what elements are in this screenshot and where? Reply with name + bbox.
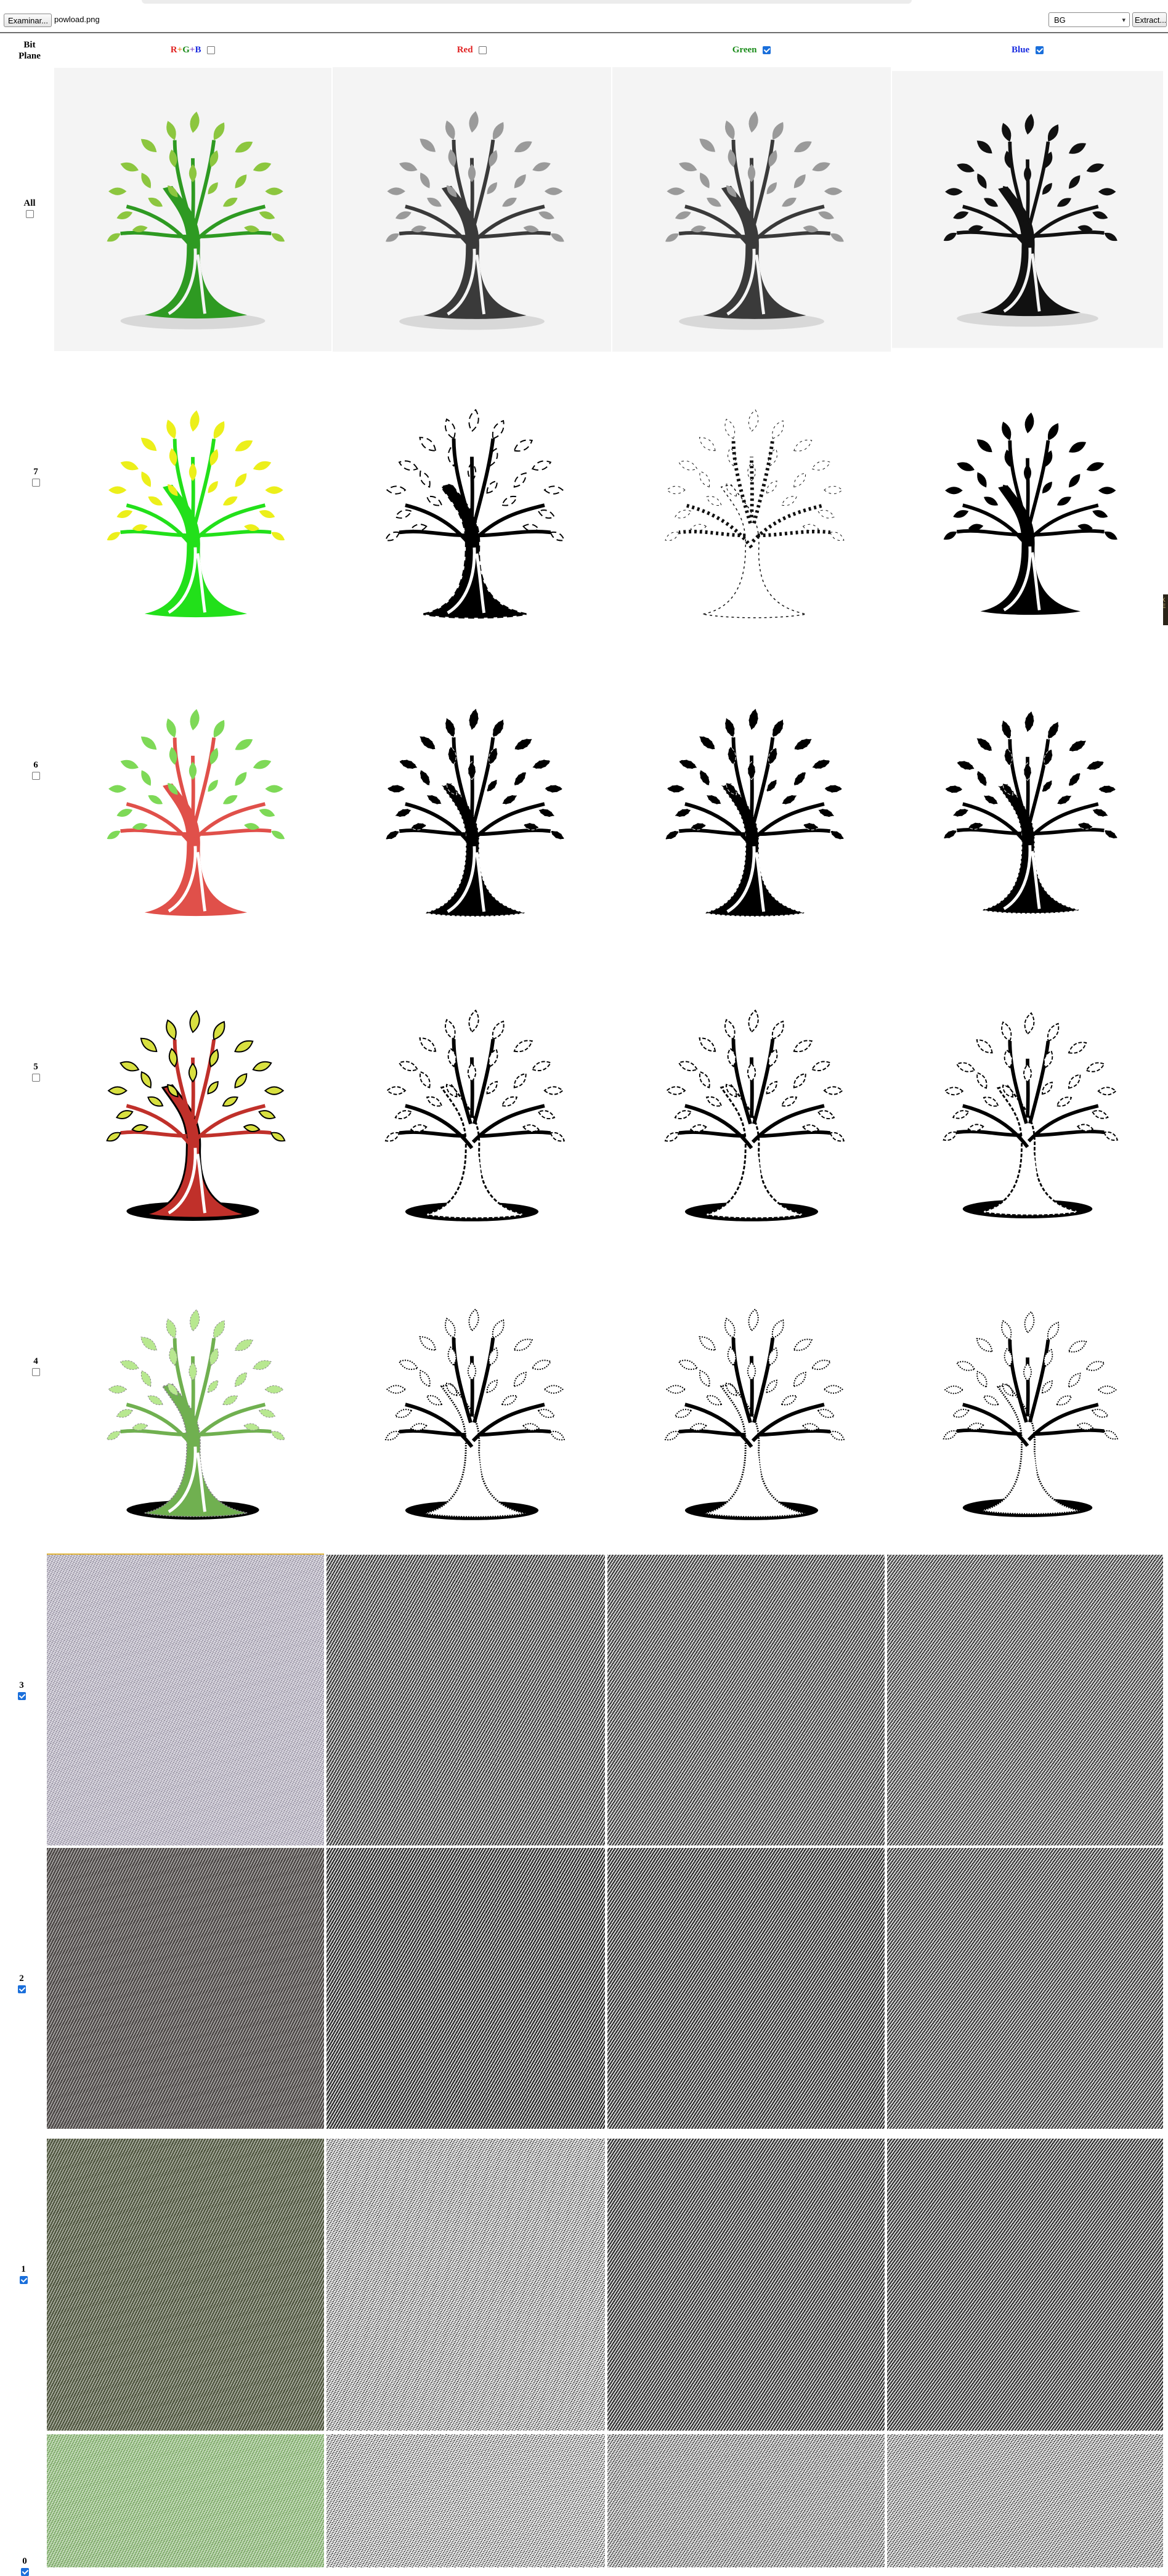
plane-image-blue-row-7 xyxy=(887,2137,1163,2431)
plane-image-green-row-7 xyxy=(607,2137,885,2431)
plane-image-blue-row-8 xyxy=(887,2433,1163,2567)
plane-image-rgb-row-6 xyxy=(47,1847,324,2129)
bit-plane-header-label: Bit Plane xyxy=(18,40,41,61)
plane-image-blue-row-4 xyxy=(892,1263,1163,1552)
row-checkbox-6[interactable] xyxy=(31,772,40,780)
column-header-green: Green xyxy=(612,44,891,63)
plane-image-red-row-5 xyxy=(326,1553,605,1845)
row-label-text: 5 xyxy=(33,1062,38,1072)
rgb-plus-label: + xyxy=(177,45,183,55)
plane-image-rgb-row-4 xyxy=(54,1263,331,1552)
plane-image-blue-row-2 xyxy=(892,659,1163,955)
row-checkbox-4[interactable] xyxy=(31,1368,40,1376)
plane-image-blue-row-6 xyxy=(887,1847,1163,2129)
plane-image-blue-row-0 xyxy=(892,64,1163,355)
row-label-2: 2 xyxy=(9,1974,34,1993)
row-checkbox-1[interactable] xyxy=(19,2276,28,2284)
plane-image-red-row-8 xyxy=(326,2433,605,2567)
plane-image-red-row-7 xyxy=(326,2137,605,2431)
plane-image-blue-row-5 xyxy=(887,1553,1163,1845)
green-label: Green xyxy=(732,45,757,55)
bit-plane-header: Bit Plane xyxy=(11,39,48,61)
scroll-indicator xyxy=(142,0,912,4)
row-label-text: 7 xyxy=(33,467,38,477)
plane-image-rgb-row-1 xyxy=(54,361,331,655)
plane-image-rgb-row-8 xyxy=(47,2433,324,2567)
column-header-blue: Blue xyxy=(892,44,1163,63)
extract-button[interactable]: Extract... xyxy=(1132,12,1167,27)
column-header-red: Red xyxy=(333,44,611,63)
plane-image-green-row-1 xyxy=(612,361,891,655)
row-label-text: 0 xyxy=(22,2556,27,2566)
row-label-6: 6 xyxy=(23,760,48,780)
plane-image-red-row-4 xyxy=(333,1263,611,1552)
chevron-down-icon: ▾ xyxy=(1122,17,1125,24)
row-checkbox-all[interactable] xyxy=(25,210,34,218)
plane-image-rgb-row-5 xyxy=(47,1553,324,1845)
file-name: powload.png xyxy=(54,15,100,24)
row-label-4: 4 xyxy=(23,1356,48,1376)
toolbar: Examinar... powload.png BG ▾ Extract... xyxy=(0,0,1168,33)
row-checkbox-7[interactable] xyxy=(31,479,40,487)
green-checkbox[interactable] xyxy=(763,46,771,55)
row-checkbox-2[interactable] xyxy=(17,1985,26,1993)
plane-image-green-row-2 xyxy=(612,659,891,955)
red-checkbox[interactable] xyxy=(479,46,487,55)
browse-button[interactable]: Examinar... xyxy=(4,14,52,27)
rgb-g-label: G xyxy=(182,45,190,55)
row-checkbox-5[interactable] xyxy=(31,1074,40,1082)
plane-image-blue-row-1 xyxy=(892,361,1163,655)
row-label-5: 5 xyxy=(23,1062,48,1082)
row-label-text: 6 xyxy=(33,760,38,770)
plane-image-green-row-6 xyxy=(607,1847,885,2129)
plane-order-select[interactable]: BG ▾ xyxy=(1048,12,1130,27)
plane-image-blue-row-3 xyxy=(892,961,1163,1257)
plane-image-green-row-5 xyxy=(607,1553,885,1845)
column-header-rgb: R+G+B xyxy=(54,44,331,63)
plane-image-red-row-0 xyxy=(333,64,611,355)
rgb-checkbox[interactable] xyxy=(207,46,216,55)
plane-image-red-row-1 xyxy=(333,361,611,655)
plane-image-green-row-4 xyxy=(612,1263,891,1552)
row-checkbox-3[interactable] xyxy=(17,1692,26,1700)
plane-image-red-row-6 xyxy=(326,1847,605,2129)
row-label-text: All xyxy=(23,198,36,208)
rgb-plus-label-2: + xyxy=(189,45,195,55)
row-label-7: 7 xyxy=(23,467,48,487)
plane-image-green-row-8 xyxy=(607,2433,885,2567)
plane-image-green-row-3 xyxy=(612,961,891,1257)
row-label-text: 2 xyxy=(19,1974,24,1983)
row-label-1: 1 xyxy=(11,2264,36,2284)
plane-image-green-row-0 xyxy=(612,64,891,355)
row-checkbox-0[interactable] xyxy=(20,2568,29,2576)
row-label-text: 3 xyxy=(19,1680,24,1690)
plane-image-rgb-row-3 xyxy=(54,961,331,1257)
row-label-text: 4 xyxy=(33,1356,38,1366)
rgb-r-label: R xyxy=(170,45,177,55)
plane-image-rgb-row-2 xyxy=(54,659,331,955)
plane-image-rgb-row-0 xyxy=(54,64,331,355)
plane-image-rgb-row-7 xyxy=(47,2137,324,2431)
blue-checkbox[interactable] xyxy=(1035,46,1044,55)
rgb-b-label: B xyxy=(195,45,201,55)
row-label-text: 1 xyxy=(21,2264,26,2274)
plane-image-red-row-3 xyxy=(333,961,611,1257)
red-label: Red xyxy=(456,45,473,55)
blue-label: Blue xyxy=(1012,45,1030,55)
row-label-0: 0 xyxy=(12,2556,37,2576)
row-label-all: All xyxy=(17,198,42,218)
row-label-3: 3 xyxy=(9,1680,34,1700)
plane-order-value: BG xyxy=(1054,15,1066,25)
plane-image-red-row-2 xyxy=(333,659,611,955)
